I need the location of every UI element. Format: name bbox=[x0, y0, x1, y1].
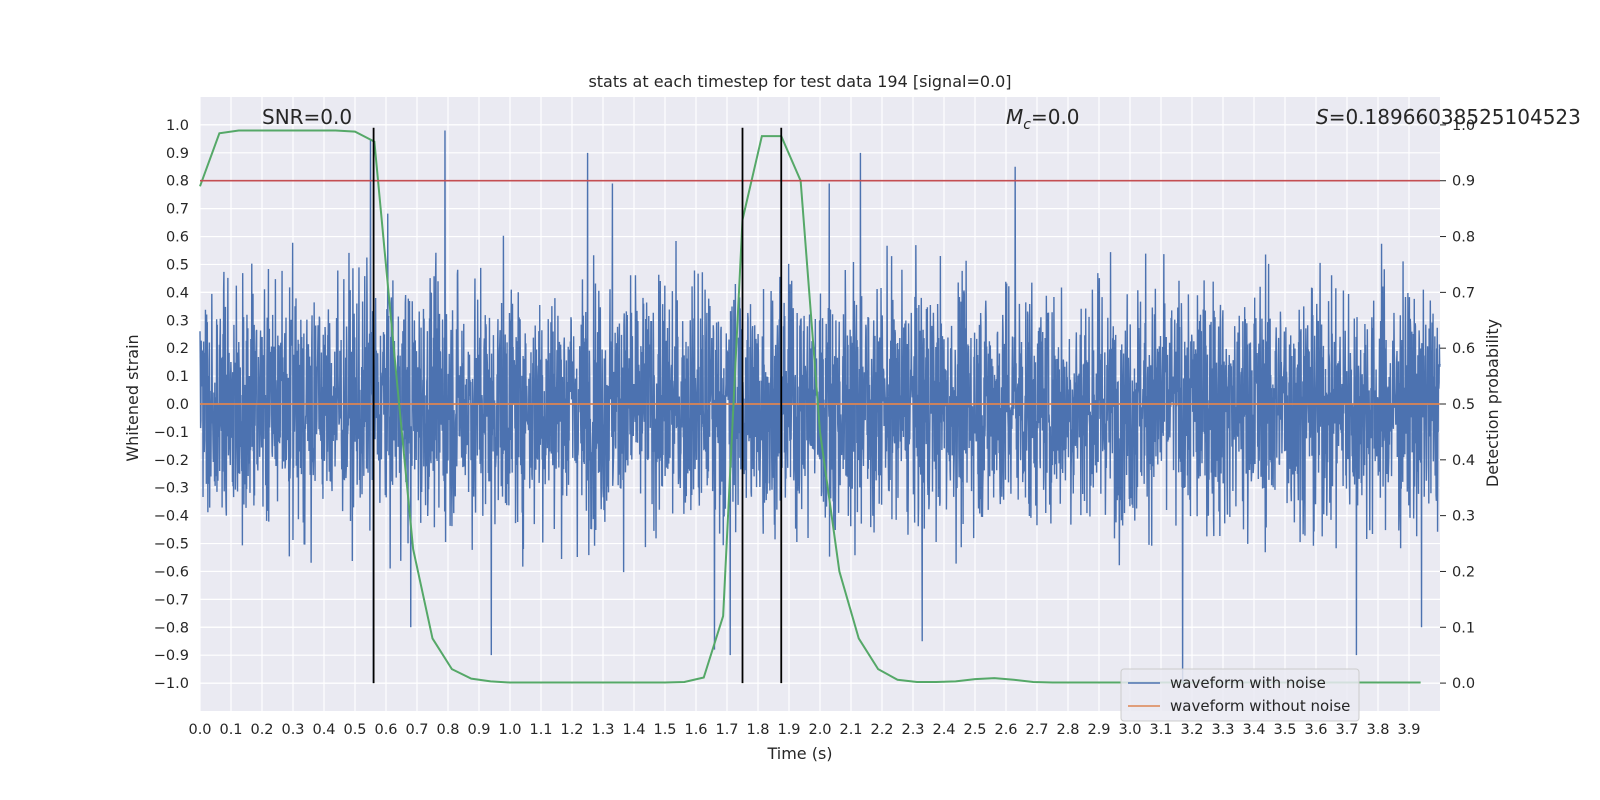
x-tick-label: 0.6 bbox=[374, 722, 397, 738]
y-tick-label-right: 0.3 bbox=[1452, 509, 1475, 525]
y-tick-label: 0.6 bbox=[166, 230, 189, 246]
x-tick-label: 1.3 bbox=[591, 722, 614, 738]
x-tick-label: 0.3 bbox=[281, 722, 304, 738]
x-tick-label: 2.6 bbox=[994, 722, 1017, 738]
x-tick-label: 2.8 bbox=[1056, 722, 1079, 738]
x-axis-ticks: 0.0 0.1 0.2 0.3 0.4 0.5 0.6 0.7 0.8 0.9 1.0 1.1 1.2 1… bbox=[188, 722, 1420, 738]
y-tick-label: −0.8 bbox=[154, 620, 189, 636]
x-tick-label: 0.5 bbox=[343, 722, 366, 738]
x-tick-label: 2.9 bbox=[1087, 722, 1110, 738]
x-tick-label: 2.1 bbox=[839, 722, 862, 738]
event-markers bbox=[372, 127, 783, 684]
x-tick-label: 0.0 bbox=[188, 722, 211, 738]
x-tick-label: 2.4 bbox=[932, 722, 955, 738]
y-axis-ticks-right: 0.0 0.1 0.2 0.3 0.4 0.5 0.6 0.7 0.8 0.9 1.0 bbox=[1440, 118, 1475, 692]
y-tick-label: −0.5 bbox=[154, 537, 189, 553]
y-tick-label: −0.2 bbox=[154, 453, 189, 469]
y-tick-label: 0.5 bbox=[166, 257, 189, 273]
chart-title: stats at each timestep for test data 194… bbox=[588, 72, 1011, 91]
y-tick-label: −0.4 bbox=[154, 509, 189, 525]
y-tick-label-right: 0.1 bbox=[1452, 620, 1475, 636]
x-tick-label: 2.0 bbox=[808, 722, 831, 738]
y-tick-label-right: 0.0 bbox=[1452, 676, 1475, 692]
y-tick-label: 0.7 bbox=[166, 202, 189, 218]
chirp-mass-value: =0.0 bbox=[1031, 105, 1080, 129]
x-axis-label: Time (s) bbox=[766, 744, 832, 763]
y-tick-label: −0.9 bbox=[154, 648, 189, 664]
y-tick-label-right: 0.7 bbox=[1452, 285, 1475, 301]
score-value: =0.18966038525104523 bbox=[1329, 105, 1581, 129]
x-tick-label: 1.4 bbox=[622, 722, 645, 738]
x-tick-label: 3.1 bbox=[1149, 722, 1172, 738]
y-tick-label-right: 0.8 bbox=[1452, 230, 1475, 246]
snr-annotation: SNR=0.0 bbox=[262, 105, 352, 129]
x-tick-label: 0.7 bbox=[405, 722, 428, 738]
y-tick-label: −0.7 bbox=[154, 592, 189, 608]
x-tick-label: 0.1 bbox=[219, 722, 242, 738]
x-tick-label: 2.2 bbox=[870, 722, 893, 738]
x-tick-label: 3.0 bbox=[1118, 722, 1141, 738]
y-tick-label: 0.0 bbox=[166, 397, 189, 413]
x-tick-label: 2.7 bbox=[1025, 722, 1048, 738]
legend-label-waveform-without-noise: waveform without noise bbox=[1170, 697, 1350, 715]
chirp-mass-subscript: c bbox=[1023, 117, 1031, 133]
x-tick-label: 2.5 bbox=[963, 722, 986, 738]
x-tick-label: 1.8 bbox=[746, 722, 769, 738]
x-tick-label: 3.8 bbox=[1366, 722, 1389, 738]
legend-label-waveform-with-noise: waveform with noise bbox=[1170, 674, 1326, 692]
x-tick-label: 3.4 bbox=[1242, 722, 1265, 738]
x-tick-label: 0.8 bbox=[436, 722, 459, 738]
y-tick-label-right: 0.2 bbox=[1452, 564, 1475, 580]
x-tick-label: 0.2 bbox=[250, 722, 273, 738]
y-tick-label-right: 0.5 bbox=[1452, 397, 1475, 413]
x-tick-label: 3.3 bbox=[1211, 722, 1234, 738]
x-tick-label: 1.2 bbox=[560, 722, 583, 738]
y-tick-label: 0.9 bbox=[166, 146, 189, 162]
x-tick-label: 0.4 bbox=[312, 722, 335, 738]
x-tick-label: 1.1 bbox=[529, 722, 552, 738]
y-tick-label: 0.4 bbox=[166, 285, 189, 301]
x-tick-label: 1.0 bbox=[498, 722, 521, 738]
x-tick-label: 1.6 bbox=[684, 722, 707, 738]
x-tick-label: 3.5 bbox=[1273, 722, 1296, 738]
x-tick-label: 1.5 bbox=[653, 722, 676, 738]
y-tick-label: −0.1 bbox=[154, 425, 189, 441]
y-tick-label: 0.2 bbox=[166, 341, 189, 357]
legend: waveform with noise waveform without noi… bbox=[1120, 668, 1360, 722]
x-tick-label: 3.2 bbox=[1180, 722, 1203, 738]
x-tick-label: 3.6 bbox=[1304, 722, 1327, 738]
score-symbol: S bbox=[1316, 105, 1329, 129]
y-tick-label: −0.6 bbox=[154, 564, 189, 580]
score-annotation: S=0.18966038525104523 bbox=[1316, 105, 1581, 129]
y-tick-label: 0.8 bbox=[166, 174, 189, 190]
y-tick-label: 0.1 bbox=[166, 369, 189, 385]
y-tick-label-right: 0.9 bbox=[1452, 174, 1475, 190]
x-tick-label: 1.7 bbox=[715, 722, 738, 738]
x-tick-label: 1.9 bbox=[777, 722, 800, 738]
y-tick-label: −1.0 bbox=[154, 676, 189, 692]
legend-box bbox=[1120, 668, 1360, 722]
y-axis-ticks-left: −1.0 −0.9 −0.8 −0.7 −0.6 −0.5 −0.4 −0.3 −0.2 −0.1… bbox=[154, 118, 189, 692]
y-tick-label: 0.3 bbox=[166, 313, 189, 329]
x-tick-label: 2.3 bbox=[901, 722, 924, 738]
y-tick-label-right: 0.6 bbox=[1452, 341, 1475, 357]
y-tick-label-right: 0.4 bbox=[1452, 453, 1475, 469]
x-tick-label: 0.9 bbox=[467, 722, 490, 738]
y-tick-label: 1.0 bbox=[166, 118, 189, 134]
y-axis-label-right: Detection probability bbox=[1483, 319, 1502, 487]
chirp-mass-annotation: Mc=0.0 bbox=[1006, 105, 1080, 133]
x-tick-label: 3.9 bbox=[1397, 722, 1420, 738]
chirp-mass-symbol: M bbox=[1006, 105, 1023, 129]
y-tick-label: −0.3 bbox=[154, 481, 189, 497]
x-tick-label: 3.7 bbox=[1335, 722, 1358, 738]
y-axis-label: Whitened strain bbox=[123, 334, 142, 461]
y-tick-label-right: 1.0 bbox=[1452, 118, 1475, 134]
